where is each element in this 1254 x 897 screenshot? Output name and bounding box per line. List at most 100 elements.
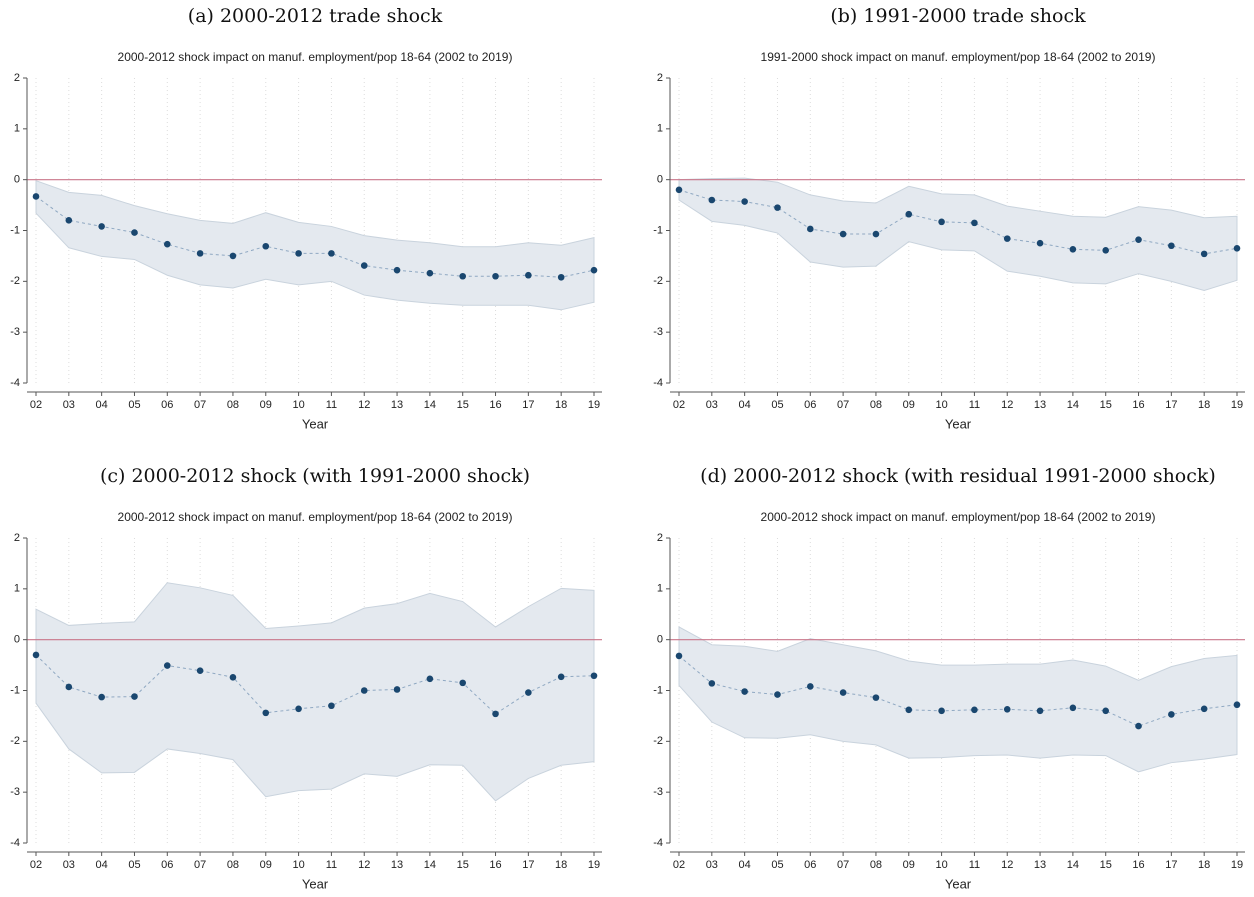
- x-tick-label: 13: [391, 859, 403, 871]
- estimate-point: [295, 705, 302, 713]
- estimate-point: [971, 706, 978, 714]
- estimate-point: [1135, 722, 1142, 730]
- estimate-point: [675, 186, 683, 194]
- x-tick-label: 07: [837, 859, 849, 871]
- estimate-line: [678, 655, 1238, 727]
- estimate-point: [971, 219, 978, 227]
- y-tick-label: 1: [657, 583, 663, 595]
- x-tick-label: 11: [326, 859, 337, 871]
- y-tick-label: -3: [653, 326, 663, 338]
- estimate-point: [163, 240, 171, 248]
- estimate-point: [1069, 246, 1077, 253]
- x-tick-label: 06: [161, 859, 173, 871]
- y-tick-label: 2: [657, 532, 663, 544]
- x-axis-label: Year: [945, 416, 972, 431]
- chart-title: 2000-2012 shock impact on manuf. employm…: [761, 510, 1156, 524]
- y-tick-label: 0: [657, 174, 663, 186]
- x-tick-label: 13: [1034, 399, 1046, 411]
- estimate-point: [65, 217, 73, 224]
- estimate-point: [806, 225, 814, 233]
- estimate-point: [229, 673, 237, 681]
- confidence-band: [35, 582, 595, 802]
- x-tick-label: 15: [1100, 859, 1112, 871]
- estimate-point: [590, 266, 598, 274]
- y-tick-label: -1: [653, 224, 663, 236]
- estimate-point: [1233, 244, 1241, 252]
- x-tick-label: 04: [739, 859, 751, 871]
- x-tick-label: 13: [1034, 859, 1046, 871]
- x-tick-label: 17: [522, 859, 534, 871]
- estimate-point: [1003, 235, 1011, 242]
- y-tick-label: -2: [653, 735, 663, 747]
- estimate-point: [1200, 250, 1208, 258]
- x-tick-label: 04: [739, 399, 751, 411]
- estimate-point: [393, 266, 401, 274]
- y-tick-label: -1: [10, 224, 20, 236]
- estimate-point: [328, 702, 335, 710]
- estimate-point: [1036, 707, 1044, 715]
- y-tick-label: -1: [10, 684, 20, 696]
- estimate-point: [360, 687, 368, 694]
- panel-caption: (b) 1991-2000 trade shock: [830, 5, 1086, 27]
- x-tick-label: 07: [194, 399, 206, 411]
- estimate-point: [806, 683, 814, 690]
- estimate-point: [492, 272, 499, 280]
- estimate-point: [98, 693, 105, 701]
- estimate-point: [839, 230, 847, 238]
- estimate-point: [295, 250, 302, 257]
- x-tick-label: 06: [804, 859, 816, 871]
- x-tick-label: 03: [63, 859, 75, 871]
- estimate-point: [525, 271, 532, 279]
- x-tick-label: 11: [969, 859, 980, 871]
- x-tick-label: 02: [30, 399, 42, 411]
- x-tick-label: 08: [227, 399, 239, 411]
- x-tick-label: 07: [194, 859, 206, 871]
- y-tick-label: 1: [14, 583, 20, 595]
- estimate-point: [426, 675, 434, 683]
- confidence-band: [678, 626, 1238, 773]
- estimate-point: [459, 272, 467, 280]
- estimate-point: [426, 269, 434, 277]
- estimate-point: [525, 689, 532, 696]
- y-tick-label: 1: [657, 123, 663, 135]
- x-tick-label: 05: [771, 859, 783, 871]
- x-tick-label: 18: [1198, 859, 1210, 871]
- x-tick-label: 12: [358, 859, 370, 871]
- x-tick-label: 18: [555, 859, 567, 871]
- y-tick-label: -4: [10, 377, 20, 389]
- x-tick-label: 02: [673, 399, 685, 411]
- estimate-point: [229, 252, 237, 260]
- estimate-point: [872, 230, 880, 238]
- panel-caption: (c) 2000-2012 shock (with 1991-2000 shoc…: [100, 465, 530, 487]
- x-tick-label: 19: [588, 399, 600, 411]
- estimate-point: [65, 683, 73, 691]
- x-tick-label: 05: [128, 859, 140, 871]
- estimate-point: [196, 667, 204, 674]
- estimate-point: [938, 707, 945, 715]
- y-tick-label: 2: [14, 532, 20, 544]
- y-tick-label: 0: [14, 174, 20, 186]
- estimate-point: [98, 223, 105, 230]
- y-tick-label: -1: [653, 684, 663, 696]
- y-tick-label: 2: [14, 72, 20, 84]
- x-tick-label: 03: [706, 859, 718, 871]
- x-tick-label: 08: [227, 859, 239, 871]
- confidence-band: [678, 177, 1238, 292]
- estimate-point: [131, 693, 138, 700]
- x-tick-label: 14: [1067, 859, 1079, 871]
- y-tick-label: 0: [14, 634, 20, 646]
- y-tick-label: -2: [653, 275, 663, 287]
- estimate-point: [328, 250, 335, 257]
- estimate-point: [163, 662, 171, 669]
- x-tick-label: 15: [1100, 399, 1112, 411]
- x-tick-label: 12: [1001, 399, 1013, 411]
- estimate-point: [459, 679, 467, 687]
- x-tick-label: 10: [292, 399, 304, 411]
- estimate-point: [1168, 711, 1175, 718]
- x-tick-label: 03: [63, 399, 75, 411]
- estimate-point: [872, 694, 880, 701]
- x-tick-label: 10: [935, 859, 947, 871]
- estimate-line: [35, 196, 595, 278]
- x-tick-label: 17: [1165, 859, 1177, 871]
